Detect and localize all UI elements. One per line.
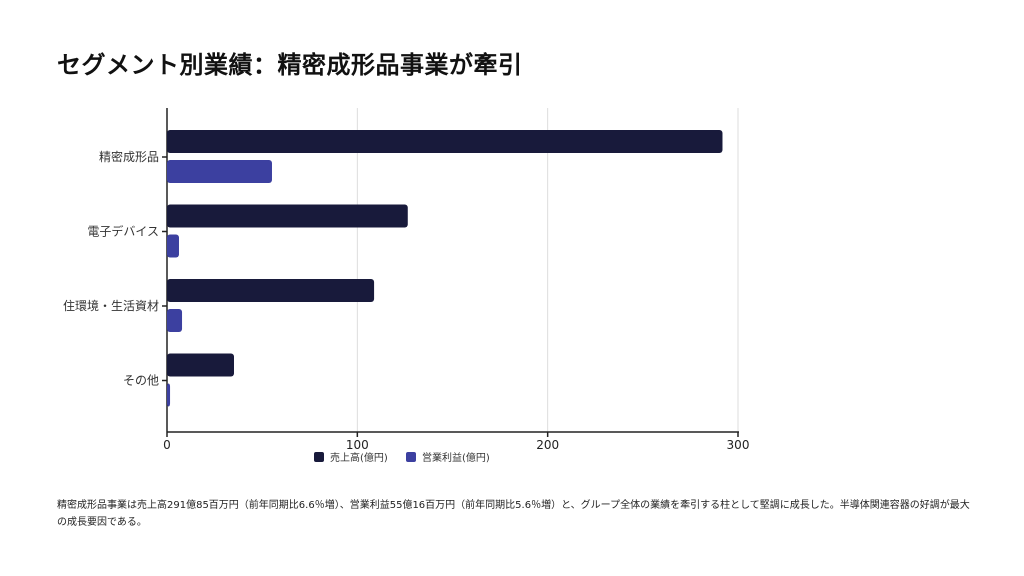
legend-swatch xyxy=(406,452,416,462)
caption-text: 精密成形品事業は売上高291億85百万円（前年同期比6.6％増）、営業利益55億… xyxy=(57,500,970,528)
legend-label: 売上高(億円) xyxy=(330,451,388,464)
y-tick-label: 精密成形品 xyxy=(99,149,159,164)
legend-label: 営業利益(億円) xyxy=(422,451,490,464)
bar-sales xyxy=(167,353,234,377)
x-tick-label: 200 xyxy=(536,438,559,452)
bar-sales xyxy=(167,279,375,302)
bar-operating-profit xyxy=(167,234,179,258)
legend-swatch xyxy=(314,452,324,462)
y-tick-label: 電子デバイス xyxy=(87,224,159,239)
bar-operating-profit xyxy=(167,160,272,183)
bar-sales xyxy=(167,204,408,228)
x-tick-label: 0 xyxy=(163,438,171,452)
bar-operating-profit xyxy=(167,309,183,332)
bar-operating-profit xyxy=(167,383,171,407)
y-tick-label: その他 xyxy=(123,374,159,388)
page-title: セグメント別業績：精密成形品事業が牽引 xyxy=(57,51,523,79)
x-tick-label: 300 xyxy=(727,438,750,452)
bar-sales xyxy=(167,130,723,153)
y-tick-label: 住環境・生活資材 xyxy=(63,298,159,313)
x-tick-label: 100 xyxy=(346,438,369,452)
